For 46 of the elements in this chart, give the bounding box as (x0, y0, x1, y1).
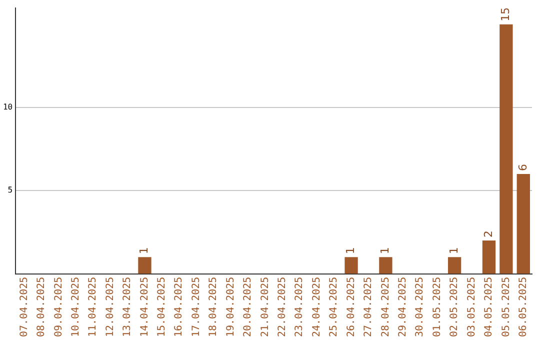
x-tick-label: 30.04.2025 (414, 276, 426, 338)
x-tick-label: 29.04.2025 (398, 276, 408, 338)
x-tick-label: 08.04.2025 (36, 276, 48, 338)
data-label: 2 (482, 230, 495, 238)
x-tick-label: 15.04.2025 (156, 276, 168, 338)
bar (500, 24, 513, 274)
x-tick-label: 10.04.2025 (70, 276, 82, 338)
bar (448, 257, 462, 274)
x-tick-label: 13.04.2025 (122, 276, 134, 338)
x-tick-label: 22.04.2025 (277, 276, 288, 338)
x-tick-label: 04.05.2025 (484, 276, 495, 338)
data-label: 1 (138, 247, 151, 254)
data-label: 15 (499, 7, 512, 22)
x-tick-label: 12.04.2025 (104, 276, 116, 338)
x-tick-label: 06.05.2025 (518, 276, 529, 338)
data-label: 1 (344, 247, 358, 254)
x-tick-label: 21.04.2025 (260, 276, 271, 338)
data-label: 6 (516, 164, 530, 172)
x-tick-label: 17.04.2025 (190, 276, 202, 338)
y-tick-label: 10 (2, 102, 13, 112)
x-tick-label: 28.04.2025 (380, 276, 392, 338)
data-label: 1 (447, 247, 460, 254)
x-tick-label: 09.04.2025 (53, 276, 64, 338)
x-tick-label: 19.04.2025 (225, 276, 236, 338)
x-tick-label: 23.04.2025 (294, 276, 306, 338)
x-tick-label: 25.04.2025 (328, 276, 340, 338)
bar (516, 174, 530, 274)
y-tick-label: 5 (8, 186, 13, 195)
x-tick-label: 07.04.2025 (18, 276, 30, 338)
bar (138, 257, 152, 274)
x-tick-label: 24.04.2025 (311, 276, 322, 338)
x-tick-label: 02.05.2025 (449, 276, 460, 338)
x-tick-label: 26.04.2025 (346, 276, 357, 338)
bar (344, 257, 358, 274)
x-tick-label: 18.04.2025 (208, 276, 220, 338)
x-tick-label: 03.05.2025 (466, 276, 478, 338)
x-tick-label: 20.04.2025 (242, 276, 254, 338)
x-tick-label: 11.04.2025 (88, 276, 99, 338)
x-tick-label: 14.04.2025 (139, 276, 150, 338)
x-tick-label: 27.04.2025 (363, 276, 374, 338)
bar (379, 257, 392, 274)
x-tick-label: 01.05.2025 (432, 276, 443, 338)
data-label: 1 (378, 247, 392, 254)
x-tick-label: 16.04.2025 (174, 276, 185, 338)
bar (482, 240, 496, 274)
x-tick-label: 05.05.2025 (500, 276, 512, 338)
